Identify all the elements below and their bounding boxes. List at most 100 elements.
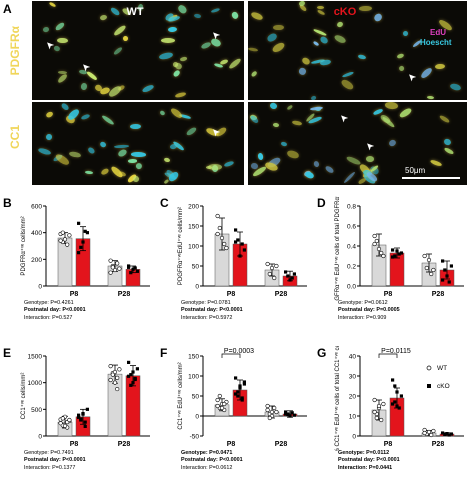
cell-nucleus xyxy=(231,11,240,20)
data-point-wt xyxy=(217,225,222,231)
data-point-wt xyxy=(60,416,65,421)
data-point-cko xyxy=(441,278,445,282)
data-point-wt xyxy=(376,403,382,409)
data-point-wt xyxy=(224,245,229,251)
data-point-cko xyxy=(447,433,451,437)
data-point-wt xyxy=(376,246,382,252)
cell-nucleus xyxy=(80,113,91,121)
panel-label-d: D xyxy=(317,196,326,210)
panel-label-g: G xyxy=(317,346,327,360)
data-point-cko xyxy=(129,271,133,275)
data-point-cko xyxy=(397,406,401,410)
cell-nucleus xyxy=(257,152,264,161)
data-point-cko xyxy=(135,367,139,371)
comparison-p-value: P=0.0115 xyxy=(381,348,411,355)
x-category-label: P28 xyxy=(432,441,445,448)
y-tick-label: 200 xyxy=(188,204,199,211)
cell-nucleus xyxy=(101,113,115,126)
data-point-wt xyxy=(108,377,113,383)
x-category-label: P8 xyxy=(70,291,79,298)
data-point-cko xyxy=(77,251,81,255)
bar-chart-e: 0 500 1000 1500 CC1⁺ᵛᵉ cells/mm² P8 P28 xyxy=(20,354,150,448)
data-point-wt xyxy=(379,250,384,256)
cell-nucleus xyxy=(114,144,129,149)
data-point-wt xyxy=(108,364,113,369)
stats-line: Postnatal day: P<0.0001 xyxy=(181,457,243,464)
data-point-wt xyxy=(112,380,118,385)
data-point-cko xyxy=(286,274,290,278)
data-point-wt xyxy=(117,367,122,372)
data-point-cko xyxy=(393,254,397,258)
x-category-label: P8 xyxy=(227,291,236,298)
legend-marker-wt xyxy=(426,365,432,371)
data-point-cko xyxy=(234,392,238,396)
cell-nucleus xyxy=(142,83,156,93)
data-point-cko xyxy=(236,390,240,394)
stats-line: Postnatal day: P<0.0001 xyxy=(338,457,400,464)
cell-nucleus xyxy=(272,24,284,31)
cell-nucleus xyxy=(426,96,434,100)
data-point-cko xyxy=(127,374,131,378)
cell-nucleus xyxy=(332,34,347,46)
data-point-wt xyxy=(372,241,377,247)
bar-chart-c: 0 50 100 150 200 PDGFRα⁺ᵛᵉEdU⁺ᵛᵉ cells/mm² P8 P… xyxy=(177,204,307,298)
cell-nucleus xyxy=(357,177,367,185)
y-tick-label: 500 xyxy=(31,407,42,414)
data-point-cko xyxy=(234,240,238,244)
data-point-cko xyxy=(284,410,288,414)
data-point-cko xyxy=(395,249,399,253)
data-point-wt xyxy=(115,386,120,392)
cell-nucleus xyxy=(37,147,52,157)
row-label-cc1: CC1 xyxy=(8,125,22,150)
cell-nucleus xyxy=(57,70,67,75)
cell-nucleus xyxy=(159,110,167,117)
data-point-cko xyxy=(290,276,294,280)
data-point-wt xyxy=(422,253,427,259)
cell-nucleus xyxy=(129,123,142,130)
data-point-wt xyxy=(381,401,386,407)
cell-nucleus xyxy=(44,110,54,119)
cell-nucleus xyxy=(48,1,56,8)
data-point-wt xyxy=(269,409,275,415)
data-point-cko xyxy=(83,229,87,233)
cell-nucleus xyxy=(250,70,258,78)
data-point-wt xyxy=(215,403,220,409)
legend-label-cko: cKO xyxy=(437,383,450,390)
stats-line: Interaction: P=0.5972 xyxy=(181,314,233,321)
cell-nucleus xyxy=(312,160,321,168)
cell-nucleus xyxy=(429,158,443,168)
data-point-wt xyxy=(219,405,225,411)
cell-nucleus xyxy=(98,140,107,149)
data-point-wt xyxy=(372,233,377,239)
x-category-label: P28 xyxy=(118,291,131,298)
cell-nucleus xyxy=(86,146,96,155)
data-point-cko xyxy=(234,376,238,380)
data-point-wt xyxy=(429,432,434,438)
data-point-wt xyxy=(215,397,220,403)
y-axis-label: CC1⁺ᵛᵉ cells/mm² xyxy=(20,373,27,420)
data-point-cko xyxy=(399,394,403,398)
data-point-cko xyxy=(238,386,242,390)
data-point-cko xyxy=(242,382,246,386)
data-point-wt xyxy=(265,261,270,267)
cell-nucleus xyxy=(56,37,68,44)
chart-panel-f: F -50 0 50 100 150 CC1⁺ᵛᵉ EdU⁺ᵛᵉ cells/mm² P8 P2… xyxy=(157,346,314,496)
data-point-cko xyxy=(445,274,449,278)
micrograph-wt-cc1: ➤ xyxy=(32,102,244,185)
y-axis-label: CC1⁺ᵛᵉ EdU⁺ᵛᵉ cells/mm² xyxy=(177,362,184,429)
stats-line: Interaction: P=0.1377 xyxy=(24,464,76,471)
cell-nucleus xyxy=(272,122,280,128)
y-axis-label: PDGFRα⁺ᵛᵉ cells/mm² xyxy=(20,216,27,275)
y-tick-label: 0.8 xyxy=(347,204,356,211)
cell-nucleus xyxy=(336,21,345,29)
data-point-cko xyxy=(445,432,449,436)
comparison-p-value: P=0.0003 xyxy=(224,348,254,355)
cell-nucleus xyxy=(397,64,406,73)
cell-nucleus xyxy=(168,26,178,33)
cell-nucleus xyxy=(185,126,197,137)
stats-line: Genotype: P=0.0112 xyxy=(338,450,390,456)
chart-panel-b: B 0 200 400 600 PDGFRα⁺ᵛᵉ cells/mm² P8 P28 Genot… xyxy=(0,196,157,346)
y-tick-label: 0.2 xyxy=(347,264,356,271)
data-point-wt xyxy=(215,231,220,237)
data-point-cko xyxy=(395,404,399,408)
